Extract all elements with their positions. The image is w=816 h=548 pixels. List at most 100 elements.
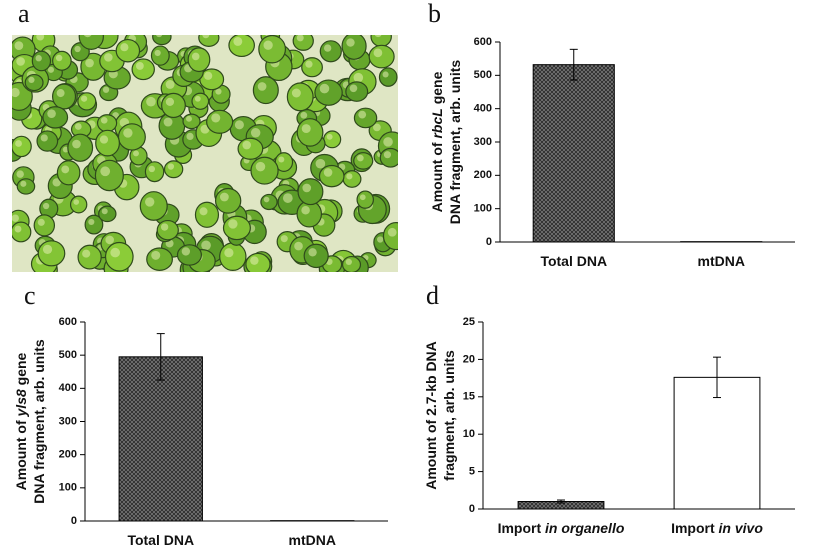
cell-spot [42, 244, 53, 254]
cell [319, 40, 342, 63]
cell-spot [242, 140, 252, 150]
cell-spot [101, 208, 108, 215]
cell [163, 160, 184, 179]
cell [342, 170, 362, 188]
cell-spot [305, 60, 313, 68]
cell-spot [35, 55, 42, 62]
cell-spot [263, 40, 273, 50]
cell-spot [105, 235, 114, 245]
cell-spot [83, 35, 92, 38]
cell-spot [36, 35, 45, 41]
cell [51, 83, 77, 110]
cell [314, 79, 343, 106]
cell-spot [255, 161, 266, 172]
cell-spot [165, 97, 175, 107]
cell-spot [359, 194, 366, 201]
cell-spot [263, 196, 270, 203]
cell-spot [56, 89, 65, 98]
text-part: in organello [545, 520, 625, 536]
cell [370, 35, 392, 48]
cell [353, 152, 374, 170]
cell-spot [145, 197, 155, 207]
cell [353, 107, 378, 129]
cell-spot [302, 183, 312, 193]
x-tick-label: mtDNA [289, 532, 336, 548]
cell-spot [257, 82, 267, 91]
cell-spot [186, 132, 194, 140]
cell-spot [160, 223, 169, 231]
cell-spot [203, 71, 213, 80]
cell-spot [280, 235, 288, 243]
cell [131, 58, 155, 81]
y-tick-label: 15 [463, 391, 475, 403]
y-axis-label: Amount of 2.7-kb DNA [423, 341, 439, 490]
cell [206, 109, 234, 134]
cell-spot [12, 145, 13, 150]
cell-spot [353, 72, 364, 83]
cell [37, 240, 66, 267]
cell-spot [82, 249, 91, 258]
cell-spot [102, 86, 110, 93]
text-part: Total DNA [540, 253, 607, 269]
cell [96, 114, 118, 133]
text-part: Total DNA [127, 532, 194, 548]
cell [52, 50, 72, 71]
cell-spot [165, 80, 175, 89]
cell [323, 130, 342, 149]
error-bar [557, 499, 565, 504]
cell [31, 50, 52, 72]
cell [219, 242, 247, 272]
text-part: DNA fragment, arb. units [31, 339, 47, 504]
cell [176, 244, 202, 266]
y-tick-label: 300 [59, 415, 77, 427]
y-tick-label: 0 [71, 515, 77, 527]
cell-spot [163, 117, 173, 127]
cell-spot [154, 49, 161, 57]
cell-spot [61, 165, 70, 174]
y-tick-label: 600 [59, 316, 77, 328]
y-tick-label: 20 [463, 353, 475, 365]
cell-spot [224, 248, 234, 258]
cell-spot [201, 240, 211, 251]
cell-spot [74, 123, 82, 130]
cell [95, 129, 120, 157]
cell [356, 190, 374, 209]
error-bar [569, 48, 578, 81]
cell [341, 255, 362, 272]
y-tick-label: 600 [474, 36, 492, 48]
cell-spot [315, 158, 326, 169]
y-tick-label: 5 [469, 466, 475, 478]
cell [98, 205, 117, 223]
cell-spot [55, 54, 63, 62]
y-tick-label: 400 [59, 382, 77, 394]
cell-spot [62, 146, 69, 153]
cell-spot [181, 247, 191, 256]
cell [214, 187, 242, 214]
cell [297, 178, 324, 206]
cell [237, 137, 264, 160]
cell-spot [14, 41, 24, 50]
cell-spot [100, 166, 111, 177]
cell-spot [110, 247, 120, 258]
cell [258, 35, 287, 64]
cell [115, 38, 141, 63]
cell-spot [14, 225, 22, 233]
cell [260, 193, 278, 211]
cell-spot [294, 241, 303, 251]
cell-spot [40, 134, 48, 142]
cell-spot [349, 84, 358, 93]
cell [67, 133, 94, 162]
cell-spot [133, 150, 139, 157]
panel-label: a [18, 0, 30, 28]
cell-spot [373, 123, 381, 132]
cell-spot [308, 248, 317, 257]
bar [118, 356, 203, 522]
cell [301, 57, 323, 78]
y-tick-label: 200 [474, 169, 492, 181]
panel-label: c [24, 281, 36, 310]
x-tick-label: Import in organello [498, 520, 625, 536]
y-axis-label: DNA fragment, arb. units [447, 60, 463, 225]
cell-spot [383, 137, 393, 147]
cell [56, 160, 81, 186]
cell [42, 106, 69, 129]
